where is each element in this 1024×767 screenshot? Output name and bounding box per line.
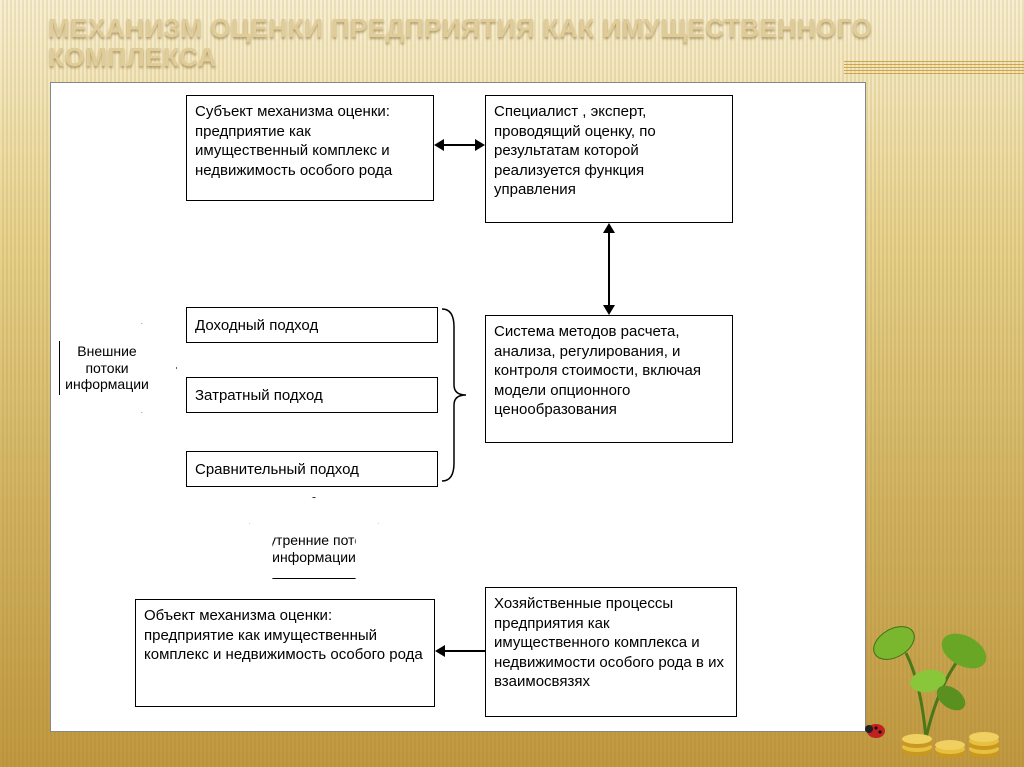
curly-brace-icon [440,307,468,483]
box-approach-comparative: Сравнительный подход [186,451,438,487]
box-approach-income: Доходный подход [186,307,438,343]
title-line-1: МЕХАНИЗМ ОЦЕНКИ ПРЕДПРИЯТИЯ КАК ИМУЩЕСТВ… [48,14,872,43]
title-line-2: КОМПЛЕКСА [48,43,872,72]
box-approach-cost: Затратный подход [186,377,438,413]
page-title: МЕХАНИЗМ ОЦЕНКИ ПРЕДПРИЯТИЯ КАК ИМУЩЕСТВ… [48,14,872,71]
box-methods: Система методов расчета, анализа, регули… [485,315,733,443]
box-object: Объект механизма оценки: предприятие как… [135,599,435,707]
arrowhead-left-icon [435,645,445,657]
callout-internal-flows: Внутренние потоки информации [249,497,379,579]
box-subject: Субъект механизма оценки: предприятие ка… [186,95,434,201]
box-specialist: Специалист , эксперт, проводящий оценку,… [485,95,733,223]
arrowhead-down-icon [603,305,615,315]
callout-external-flows: Внешние потоки информации [59,323,177,413]
arrowhead-up-icon [603,223,615,233]
diagram-container: Субъект механизма оценки: предприятие ка… [50,82,866,732]
arrowhead-right-icon [475,139,485,151]
callout-internal-label: Внутренние потоки информации [250,532,378,566]
callout-external-label: Внешние потоки информации [64,343,150,393]
connector-specialist-methods [608,233,610,305]
box-processes: Хозяйственные процессы предприятия как и… [485,587,737,717]
coins-decoration-icon [892,719,1012,759]
arrowhead-left-icon [434,139,444,151]
connector-subject-specialist [444,144,475,146]
connector-processes-object [445,650,485,652]
